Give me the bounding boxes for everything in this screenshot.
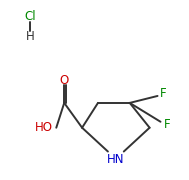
Text: O: O bbox=[60, 74, 69, 87]
Text: F: F bbox=[164, 118, 171, 131]
Text: Cl: Cl bbox=[25, 10, 36, 23]
Text: HN: HN bbox=[107, 153, 125, 166]
Text: F: F bbox=[160, 87, 167, 100]
Text: H: H bbox=[26, 30, 35, 43]
Text: HO: HO bbox=[35, 121, 53, 134]
